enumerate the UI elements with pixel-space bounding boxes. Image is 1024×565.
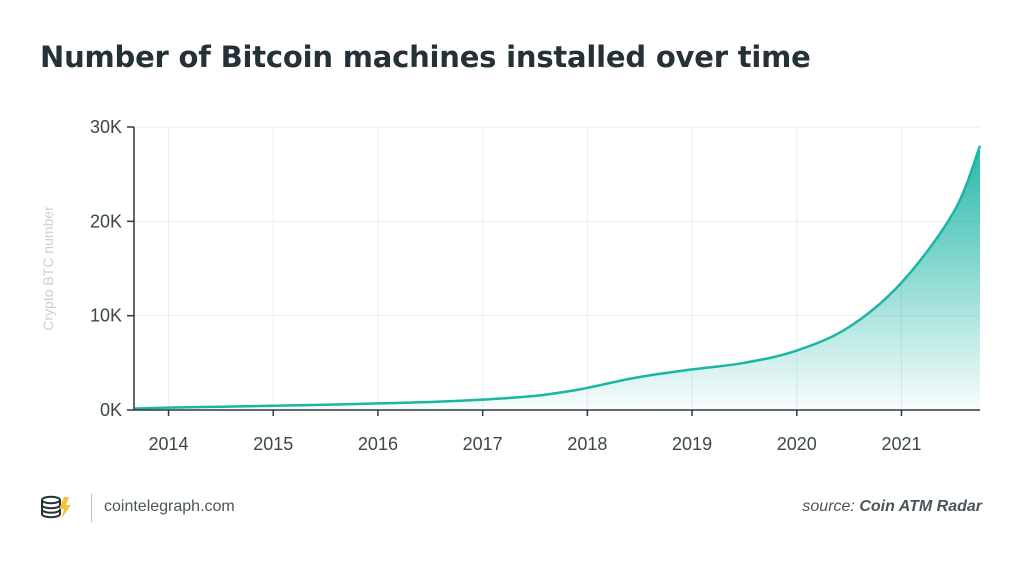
x-tick-label-2020: 2020 [777, 434, 817, 454]
source-prefix: source: [802, 498, 855, 515]
y-tick-label-20K: 20K [90, 211, 122, 231]
x-tick-label-2021: 2021 [881, 434, 921, 454]
x-tick-label-2015: 2015 [253, 434, 293, 454]
area-chart: 2014 2015 2016 2017 2018 2019 2020 2021 0K 10K 20K… [40, 117, 982, 454]
source-name: Coin ATM Radar [859, 498, 982, 515]
x-tick-label-2016: 2016 [358, 434, 398, 454]
series-line [133, 145, 982, 410]
footer-divider [91, 494, 92, 522]
x-tick-label-2019: 2019 [672, 434, 712, 454]
x-tick-label-2014: 2014 [149, 434, 189, 454]
area-fill [134, 145, 980, 410]
y-tick-label-0K: 0K [100, 400, 122, 420]
chart-title: Number of Bitcoin machines installed ove… [40, 40, 811, 74]
cointelegraph-logo-icon [41, 495, 71, 519]
y-axis-title: Crypto BTC number [40, 206, 56, 331]
x-tick-label-2018: 2018 [567, 434, 607, 454]
source-note: source: Coin ATM Radar [802, 498, 982, 516]
x-tick-label-2017: 2017 [463, 434, 503, 454]
y-tick-label-30K: 30K [90, 117, 122, 137]
y-tick-label-10K: 10K [90, 306, 122, 326]
site-name: cointelegraph.com [104, 498, 235, 515]
